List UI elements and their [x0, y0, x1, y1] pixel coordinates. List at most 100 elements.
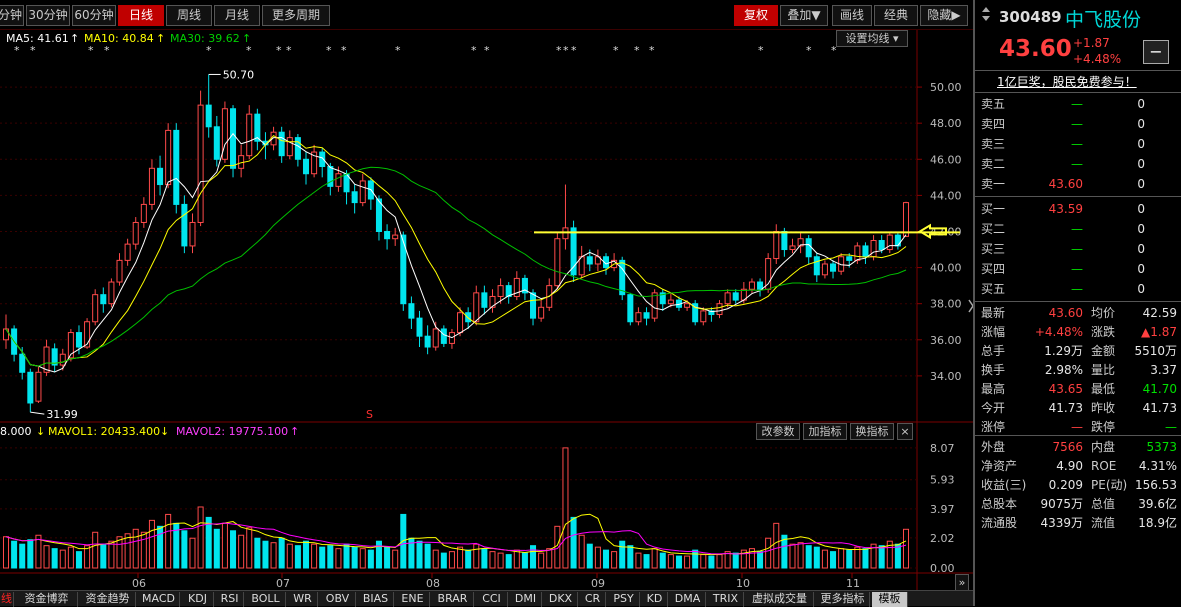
indicator-tab[interactable]: MACD	[138, 592, 180, 607]
indicator-tab[interactable]: TRIX	[708, 592, 744, 607]
collapse-button[interactable]: −	[1143, 40, 1169, 64]
stat-label: 最低	[1091, 382, 1116, 396]
indicator-tab[interactable]: DMI	[510, 592, 542, 607]
indicator-tab[interactable]: CR	[580, 592, 606, 607]
order-book-row[interactable]: 买五 — 0	[981, 279, 1177, 299]
volume-bar	[35, 534, 42, 569]
order-book-row[interactable]: 买二 — 0	[981, 219, 1177, 239]
ma-settings-button[interactable]: 设置均线 ▾	[836, 30, 908, 47]
more-periods-button[interactable]: 更多周期	[262, 5, 330, 26]
indicator-tab[interactable]: DMA	[670, 592, 706, 607]
period-weekly-button[interactable]: 周线	[166, 5, 212, 26]
volume-bar	[294, 545, 301, 569]
candle-body	[197, 104, 204, 223]
indicator-tab[interactable]: KD	[642, 592, 668, 607]
order-book-row[interactable]: 卖二 — 0	[981, 154, 1177, 174]
order-book-row[interactable]: 买一 43.59 0	[981, 199, 1177, 219]
indicator-tab[interactable]: PSY	[608, 592, 640, 607]
stat-label: PE(动)	[1091, 478, 1128, 492]
volume-bar	[846, 549, 853, 569]
volume-bar	[578, 534, 585, 569]
level-volume: 0	[1137, 137, 1145, 151]
period-daily-button[interactable]: 日线	[118, 5, 164, 26]
candlesticks	[2, 74, 910, 413]
indicator-tab[interactable]: 线	[1, 592, 14, 607]
draw-line-button[interactable]: 画线	[832, 5, 872, 26]
indicator-tab[interactable]: BRAR	[432, 592, 474, 607]
indicator-tab[interactable]: 模板	[872, 592, 908, 607]
candle-body	[886, 234, 893, 251]
candle-body	[619, 259, 626, 296]
ma5-legend: MA5: 41.61	[6, 32, 69, 45]
price-change: +1.87	[1073, 36, 1110, 50]
indicator-tab[interactable]: BOLL	[246, 592, 286, 607]
volume-bar	[351, 546, 358, 569]
stat-value: 41.70	[1142, 382, 1177, 396]
candle-body	[92, 294, 99, 323]
candle-body	[757, 281, 764, 290]
low-pointer	[30, 411, 45, 415]
indicator-tab[interactable]: 更多指标	[816, 592, 870, 607]
close-indicator-button[interactable]: ×	[897, 423, 913, 440]
indicator-tab[interactable]: BIAS	[358, 592, 394, 607]
nav-arrows-icon[interactable]	[981, 6, 991, 22]
indicator-tab[interactable]: WR	[288, 592, 318, 607]
stat-label: 最高	[981, 382, 1006, 396]
period-monthly-button[interactable]: 月线	[214, 5, 260, 26]
period-30min-button[interactable]: 30分钟	[26, 5, 70, 26]
order-book-row[interactable]: 卖四 — 0	[981, 114, 1177, 134]
order-book-row[interactable]: 卖三 — 0	[981, 134, 1177, 154]
indicator-tab[interactable]: OBV	[320, 592, 356, 607]
indicator-tab[interactable]: 资金趋势	[80, 592, 136, 607]
restore-rights-button[interactable]: 复权	[734, 5, 778, 26]
mavol1-down-arrow-icon: ↓	[160, 425, 169, 438]
stat-value: 4339万	[1040, 516, 1083, 530]
indicator-tab[interactable]: RSI	[216, 592, 244, 607]
hide-button[interactable]: 隐藏▶	[920, 5, 968, 26]
indicator-tab[interactable]: ENE	[396, 592, 430, 607]
candle-body	[246, 113, 253, 157]
period-60min-button[interactable]: 60分钟	[72, 5, 116, 26]
edit-params-button[interactable]: 改参数	[756, 423, 800, 440]
signal-star: *	[563, 44, 569, 57]
promo-link[interactable]: 1亿巨奖，股民免费参与！	[997, 75, 1137, 89]
volume-bar	[343, 543, 350, 569]
stat-row: 最新 43.60 均价 42.59	[981, 303, 1177, 323]
add-indicator-button[interactable]: 加指标	[803, 423, 847, 440]
indicator-tab[interactable]: 资金博弈	[16, 592, 78, 607]
indicator-tab[interactable]: KDJ	[182, 592, 214, 607]
stat-label: 总股本	[981, 497, 1018, 511]
volume-bar	[797, 542, 804, 569]
candle-body	[497, 285, 504, 297]
level-label: 卖三	[981, 137, 1006, 151]
high-price-label: 50.70	[223, 68, 255, 81]
volume-bar	[594, 546, 601, 569]
overlay-button[interactable]: 叠加▼	[780, 5, 828, 26]
order-book-row[interactable]: 买三 — 0	[981, 239, 1177, 259]
indicator-tab[interactable]: 虚拟成交量	[746, 592, 814, 607]
classic-button[interactable]: 经典	[874, 5, 918, 26]
candle-body	[862, 245, 869, 258]
candle-body	[724, 292, 731, 305]
scroll-right-icon[interactable]	[968, 299, 973, 313]
indicator-tab[interactable]: DKX	[544, 592, 578, 607]
order-book-row[interactable]: 买四 — 0	[981, 259, 1177, 279]
candle-body	[2, 328, 10, 341]
candle-body	[286, 137, 293, 157]
stat-row: 净资产 4.90 ROE 4.31%	[981, 456, 1177, 476]
switch-indicator-button[interactable]: 换指标	[850, 423, 894, 440]
period-1min-button[interactable]: 分钟	[0, 5, 24, 26]
candle-body	[311, 151, 318, 175]
indicator-tab[interactable]: CCI	[476, 592, 508, 607]
volume-bar	[643, 554, 650, 569]
stat-value: 41.73	[1142, 401, 1177, 415]
volume-bar	[773, 522, 780, 569]
order-book-row[interactable]: 卖一 43.60 0	[981, 174, 1177, 194]
scroll-forward-button[interactable]: »	[955, 574, 969, 591]
candle-body	[667, 299, 674, 305]
candle-body	[173, 129, 180, 205]
candle-body	[465, 312, 472, 323]
order-book-row[interactable]: 卖五 — 0	[981, 94, 1177, 114]
kline-chart[interactable]: 34.0036.0038.0040.0042.0044.0046.0048.00…	[0, 30, 973, 590]
stat-label: 均价	[1091, 306, 1116, 320]
